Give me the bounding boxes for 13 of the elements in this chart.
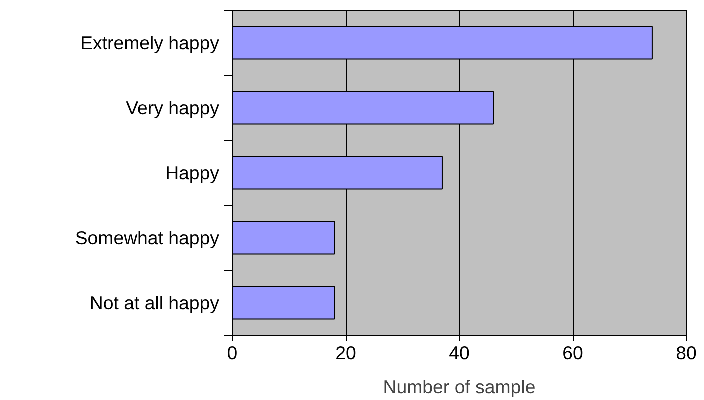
- bar: [232, 286, 336, 320]
- x-axis-title: Number of sample: [383, 376, 536, 398]
- y-tick-label: Happy: [166, 162, 220, 184]
- x-tick-label: 20: [336, 342, 356, 364]
- y-tick-label: Not at all happy: [90, 292, 220, 314]
- x-tick-label: 0: [227, 342, 238, 364]
- y-tick-label: Somewhat happy: [75, 228, 220, 248]
- x-tick-label: 40: [449, 342, 470, 364]
- x-tick-label: 60: [562, 342, 584, 364]
- x-tick-label: 80: [676, 342, 697, 364]
- y-tick-label: Extremely happy: [80, 32, 220, 54]
- y-tick-label: Very happy: [126, 98, 220, 118]
- bar: [232, 221, 336, 255]
